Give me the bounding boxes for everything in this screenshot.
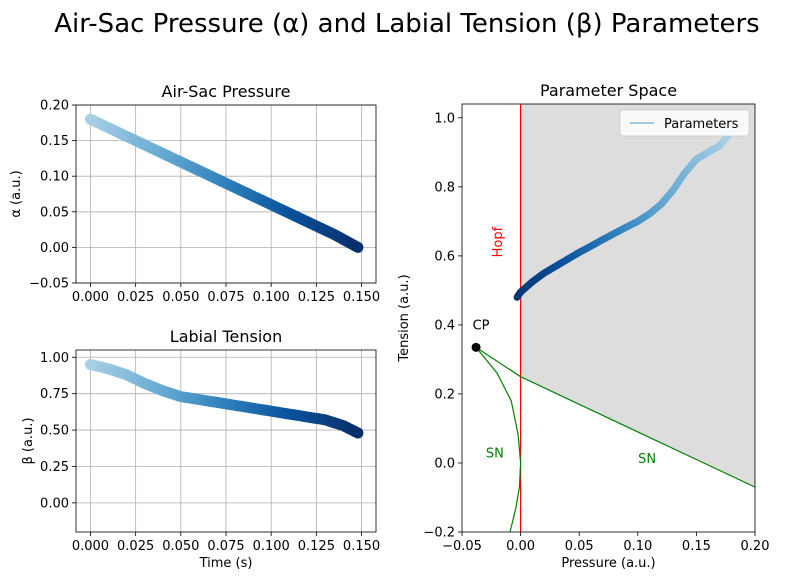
y-tick-label: 0.0 <box>434 456 455 471</box>
x-tick-label: 0.00 <box>506 539 535 554</box>
axes-frame <box>461 103 756 533</box>
y-tick-label: 1.00 <box>40 351 69 366</box>
annotation-cp: CP <box>473 318 490 333</box>
y-tick-label: 0.05 <box>40 205 69 220</box>
subplot-title: Air-Sac Pressure <box>162 82 291 101</box>
x-axis-label: Pressure (a.u.) <box>561 556 655 571</box>
axes-frame <box>75 349 377 533</box>
legend-label: Parameters <box>664 117 739 132</box>
annotation-hopf: Hopf <box>491 226 506 257</box>
subplot-title: Parameter Space <box>540 81 677 100</box>
legend-box <box>619 109 750 137</box>
data-point <box>352 427 364 439</box>
x-tick-label: 0.100 <box>253 539 290 554</box>
x-tick-label: 0.10 <box>623 539 652 554</box>
x-tick-label: 0.20 <box>741 539 770 554</box>
data-point <box>352 241 364 253</box>
plot-area <box>471 104 755 532</box>
x-tick-label: 0.100 <box>253 290 290 305</box>
x-tick-label: 0.125 <box>298 539 335 554</box>
y-tick-label: 0.25 <box>40 460 69 475</box>
y-tick-label: 0.2 <box>434 387 455 402</box>
y-tick-label: 1.0 <box>434 111 455 126</box>
x-tick-label: 0.050 <box>162 539 199 554</box>
x-tick-label: 0.075 <box>207 539 244 554</box>
y-tick-label: −0.05 <box>29 277 69 292</box>
y-tick-label: 0.10 <box>40 170 69 185</box>
x-tick-label: 0.15 <box>682 539 711 554</box>
subplot-1: 0.000 0.025 0.050 0.075 0.100 0.125 0.150 0.00 0… <box>21 327 380 571</box>
subplot-2: −0.05 0.00 0.05 0.10 0.15 0.20 −0.2 0.0 0.2 0.4 0.… <box>397 81 769 571</box>
x-tick-label: 0.075 <box>207 290 244 305</box>
subplot-title: Labial Tension <box>170 327 282 346</box>
y-axis-label: β (a.u.) <box>21 417 36 464</box>
x-tick-label: 0.150 <box>343 539 380 554</box>
y-tick-label: 0.50 <box>40 424 69 439</box>
annotation-sn-right: SN <box>638 452 656 467</box>
axes-frame <box>75 104 377 284</box>
x-tick-label: 0.125 <box>298 290 335 305</box>
legend: Parameters <box>619 109 750 137</box>
y-axis-label: Tension (a.u.) <box>397 274 412 362</box>
y-tick-label: 0.20 <box>40 99 69 114</box>
subplot-0: 0.000 0.025 0.050 0.075 0.100 0.125 0.150 −0.05… <box>9 82 380 305</box>
y-tick-label: 0.00 <box>40 241 69 256</box>
x-tick-label: 0.05 <box>565 539 594 554</box>
x-tick-label: −0.05 <box>442 539 482 554</box>
x-tick-label: 0.025 <box>117 539 154 554</box>
annotation-sn-left: SN <box>486 447 504 462</box>
x-tick-label: 0.000 <box>72 290 109 305</box>
x-axis-label: Time (s) <box>199 556 253 571</box>
shaded-region <box>520 104 755 488</box>
y-tick-label: −0.2 <box>423 526 455 541</box>
y-axis-label: α (a.u.) <box>9 170 24 217</box>
y-tick-label: 0.4 <box>434 318 455 333</box>
x-tick-label: 0.000 <box>72 539 109 554</box>
y-tick-label: 0.00 <box>40 496 69 511</box>
figure-suptitle: Air-Sac Pressure (α) and Labial Tension … <box>54 9 759 39</box>
cusp-point <box>471 342 481 352</box>
sn-curve <box>475 346 755 488</box>
y-tick-label: 0.15 <box>40 134 69 149</box>
y-tick-label: 0.75 <box>40 387 69 402</box>
x-tick-label: 0.025 <box>117 290 154 305</box>
y-tick-label: 0.6 <box>434 249 455 264</box>
sn-curve <box>475 346 522 532</box>
y-tick-label: 0.8 <box>434 180 455 195</box>
x-tick-label: 0.150 <box>343 290 380 305</box>
x-tick-label: 0.050 <box>162 290 199 305</box>
